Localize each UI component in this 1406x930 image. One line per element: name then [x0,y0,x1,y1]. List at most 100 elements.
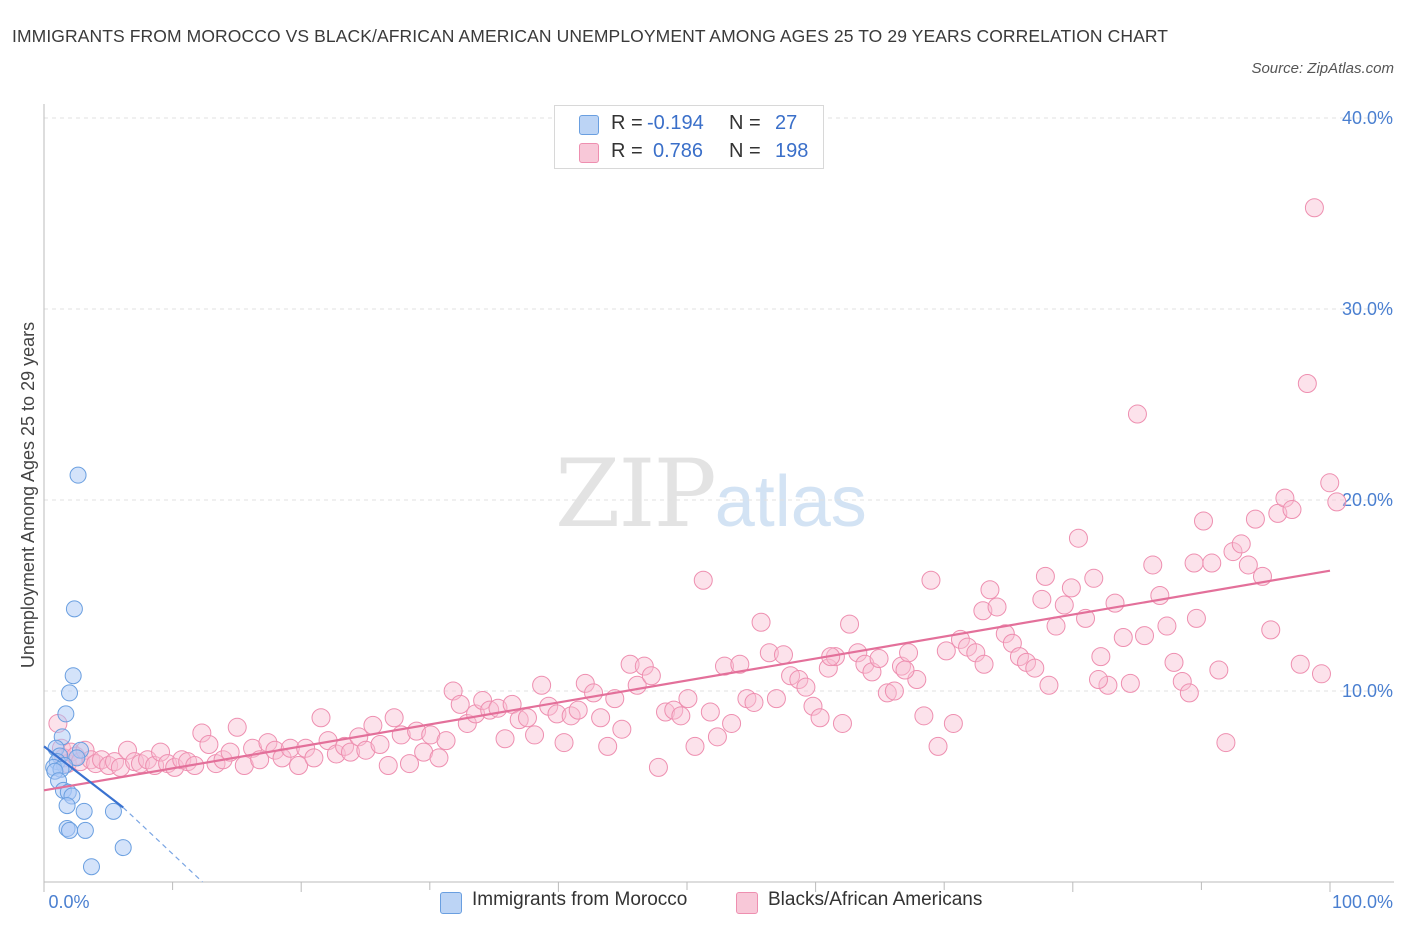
point-morocco [61,684,79,702]
point-black [671,706,691,726]
point-black [1194,511,1214,531]
point-black [855,654,875,674]
point-black [399,754,419,774]
bottom-legend-label-morocco: Immigrants from Morocco [472,889,688,910]
point-black [730,654,750,674]
point-black [987,597,1007,617]
point-black [1223,542,1243,562]
point-black [1304,198,1324,218]
point-black [1088,670,1108,690]
chart-title: IMMIGRANTS FROM MOROCCO VS BLACK/AFRICAN… [12,26,1169,46]
point-black [436,731,456,751]
point-black [1216,733,1236,753]
point-morocco [75,802,93,820]
x-tick-label: 0.0% [48,892,89,912]
correlation-legend: R = -0.194 N = 27 R = 0.786 N = 198 [554,105,824,169]
point-black [700,702,720,722]
point-black [591,708,611,728]
point-black [751,612,771,632]
point-black [928,736,948,756]
point-black [473,691,493,711]
point-black [766,689,786,709]
point-black [429,748,449,768]
point-black [378,755,398,775]
point-black [1135,626,1155,646]
point-black [818,658,838,678]
legend-swatch-morocco [579,115,599,135]
point-morocco [57,705,75,723]
legend-r-value: -0.194 [647,112,704,134]
point-black [151,742,171,762]
point-black [584,683,604,703]
point-black [495,729,515,749]
legend-r-value: 0.786 [653,140,704,162]
point-black [1084,568,1104,588]
trendline-black [43,569,1331,792]
point-black [1054,595,1074,615]
point-black [289,755,309,775]
watermark: ZIPatlas [555,440,867,549]
legend-r-label: R = [611,112,643,134]
point-black [1164,652,1184,672]
point-black [1046,616,1066,636]
point-black [1327,492,1347,512]
point-black [99,755,119,775]
point-black [980,580,1000,600]
point-black [641,666,661,686]
point-black [789,670,809,690]
point-black [914,706,934,726]
point-black [899,643,919,663]
point-black [612,719,632,739]
point-black [884,681,904,701]
point-black [1143,555,1163,575]
point-black [304,748,324,768]
point-black [192,723,212,743]
point-black [678,689,698,709]
point-black [547,704,567,724]
point-black [1245,509,1265,529]
trendline-morocco [43,745,124,809]
point-black [450,694,470,714]
point-black [517,708,537,728]
point-black [620,654,640,674]
point-black [1261,620,1281,640]
point-morocco [65,600,83,618]
point-black [1025,658,1045,678]
point-morocco [61,821,79,839]
point-black [575,673,595,693]
point-black [1231,534,1251,554]
point-black [759,643,779,663]
legend-n-value: 27 [775,112,798,134]
point-black [1282,500,1302,520]
point-black [1186,608,1206,628]
point-black [326,744,346,764]
point-black [974,654,994,674]
point-black [1297,373,1317,393]
y-tick-label: 30.0% [1342,299,1393,319]
point-black [773,645,793,665]
point-black [744,692,764,712]
point-black [384,708,404,728]
point-black [1202,553,1222,573]
point-black [803,696,823,716]
point-black [832,713,852,733]
point-black [1172,671,1192,691]
point-black [877,683,897,703]
point-morocco [64,667,82,685]
point-black [648,757,668,777]
point-black [869,649,889,669]
point-black [1238,555,1258,575]
point-black [1127,404,1147,424]
point-black [693,570,713,590]
legend-r-label: R = [611,140,643,162]
point-black [943,713,963,733]
source-label: Source: ZipAtlas.com [1251,60,1394,77]
point-black [796,677,816,697]
point-black [568,700,588,720]
point-black [973,601,993,621]
point-morocco [68,749,86,767]
point-black [532,675,552,695]
point-black [370,734,390,754]
point-black [707,727,727,747]
point-black [1290,654,1310,674]
